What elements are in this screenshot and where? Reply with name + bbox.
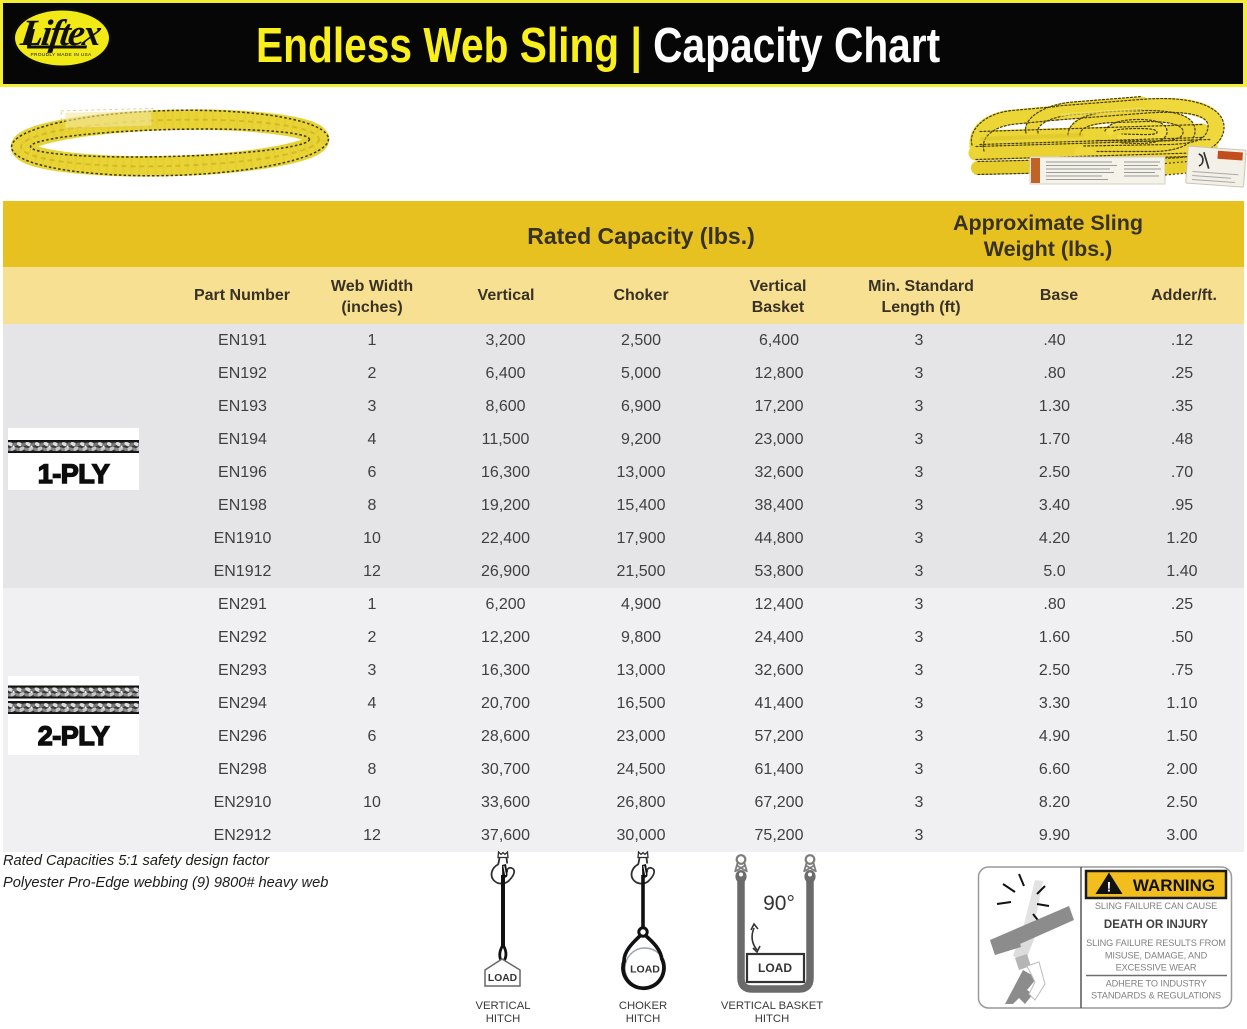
- svg-text:ADHERE TO INDUSTRY: ADHERE TO INDUSTRY: [1106, 979, 1207, 989]
- svg-text:90°: 90°: [763, 892, 795, 915]
- svg-text:SLING FAILURE RESULTS FROM: SLING FAILURE RESULTS FROM: [1086, 938, 1226, 948]
- svg-text:EXCESSIVE WEAR: EXCESSIVE WEAR: [1116, 963, 1197, 973]
- svg-text:PROUDLY MADE IN USA: PROUDLY MADE IN USA: [31, 52, 92, 58]
- svg-text:DEATH OR INJURY: DEATH OR INJURY: [1104, 919, 1208, 931]
- svg-text:MISUSE, DAMAGE, AND: MISUSE, DAMAGE, AND: [1105, 951, 1208, 961]
- svg-text:STANDARDS & REGULATIONS: STANDARDS & REGULATIONS: [1091, 991, 1221, 1001]
- svg-text:LOAD: LOAD: [630, 964, 660, 976]
- svg-text:LOAD: LOAD: [488, 973, 517, 984]
- svg-text:SLING FAILURE CAN CAUSE: SLING FAILURE CAN CAUSE: [1095, 901, 1217, 911]
- svg-text:!: !: [1107, 879, 1112, 895]
- svg-text:LOAD: LOAD: [758, 961, 792, 975]
- svg-text:WARNING: WARNING: [1133, 876, 1215, 895]
